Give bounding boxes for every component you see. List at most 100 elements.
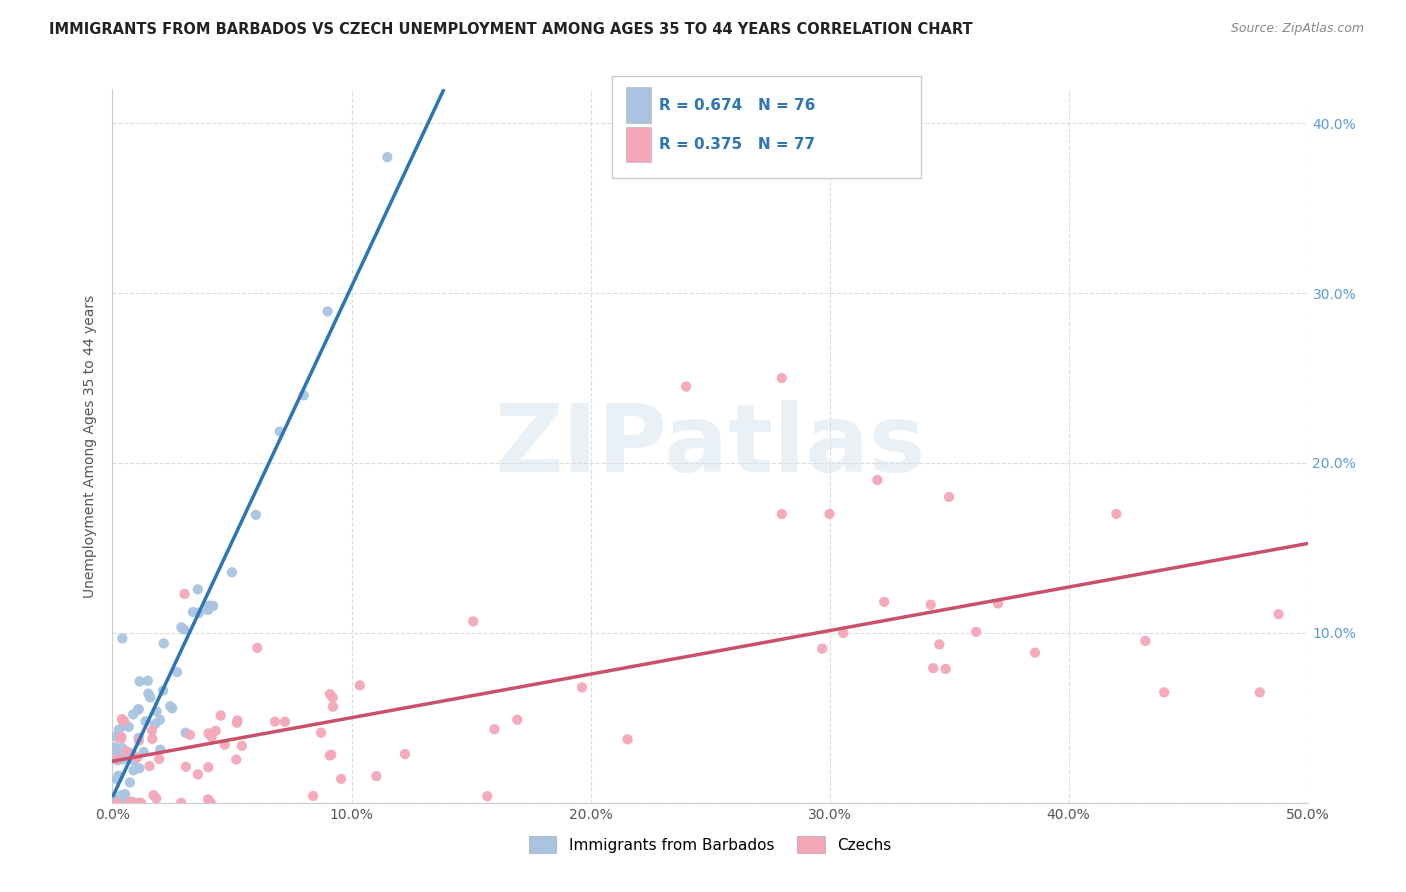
Point (200, 796, 222, 810)
Point (118, 775, 141, 789)
Point (105, 752, 128, 766)
Point (110, 731, 132, 746)
Point (103, 794, 125, 808)
Point (166, 665, 188, 679)
Point (321, 747, 343, 762)
Point (103, 796, 125, 810)
Point (162, 701, 183, 715)
Point (1135, 634, 1157, 648)
Point (866, 473, 889, 487)
Point (103, 792, 125, 806)
Point (105, 753, 128, 767)
Point (197, 760, 219, 774)
Point (292, 388, 315, 402)
Point (935, 662, 957, 676)
Point (1105, 507, 1128, 521)
Point (111, 752, 134, 766)
Point (770, 507, 793, 521)
Point (128, 796, 150, 810)
Legend: Immigrants from Barbados, Czechs: Immigrants from Barbados, Czechs (523, 830, 897, 859)
Text: Source: ZipAtlas.com: Source: ZipAtlas.com (1230, 22, 1364, 36)
Point (209, 708, 232, 723)
Point (132, 745, 155, 759)
Point (616, 732, 638, 747)
Point (197, 792, 219, 806)
Point (128, 674, 150, 689)
Point (138, 686, 160, 700)
Point (115, 744, 138, 758)
Point (920, 598, 942, 612)
Point (187, 767, 209, 781)
Point (226, 714, 249, 728)
Point (484, 723, 506, 737)
Point (214, 738, 236, 752)
Point (118, 747, 141, 761)
Point (246, 640, 269, 655)
Point (108, 796, 131, 810)
Point (506, 713, 529, 727)
Point (170, 796, 193, 810)
Point (922, 661, 945, 675)
Point (987, 596, 1010, 610)
Point (118, 796, 141, 810)
Point (159, 699, 181, 714)
Point (204, 723, 226, 738)
Point (475, 789, 498, 804)
Point (125, 750, 148, 764)
Point (114, 787, 136, 801)
Point (832, 626, 855, 640)
Point (187, 582, 209, 597)
Point (965, 624, 987, 639)
Point (366, 769, 388, 783)
Point (139, 690, 162, 705)
Point (770, 371, 793, 385)
Point (197, 726, 219, 740)
Point (571, 681, 593, 695)
Point (269, 425, 291, 439)
Point (463, 615, 485, 629)
Point (225, 752, 247, 766)
Point (145, 791, 167, 805)
Point (377, 150, 399, 164)
Text: R = 0.674   N = 76: R = 0.674 N = 76 (659, 98, 815, 112)
Point (173, 587, 195, 601)
Point (101, 796, 124, 810)
Point (118, 720, 141, 734)
Point (111, 796, 134, 810)
Point (127, 702, 149, 716)
Point (198, 599, 221, 613)
Point (187, 606, 209, 620)
Point (112, 796, 135, 810)
Point (111, 712, 134, 726)
Point (142, 789, 165, 803)
Point (174, 725, 197, 739)
Point (200, 730, 222, 744)
Point (1249, 685, 1271, 699)
Point (149, 742, 172, 756)
Point (322, 699, 344, 714)
Point (103, 796, 125, 810)
Point (152, 683, 174, 698)
Point (264, 714, 287, 729)
Point (928, 637, 950, 651)
Point (145, 704, 167, 718)
Point (122, 764, 145, 778)
Point (143, 716, 166, 731)
Point (818, 507, 841, 521)
Point (181, 605, 204, 619)
Point (122, 707, 145, 722)
Point (221, 566, 243, 580)
Point (104, 740, 127, 755)
Point (201, 599, 224, 613)
Point (141, 723, 163, 738)
Point (274, 714, 297, 729)
Point (111, 632, 134, 646)
Point (105, 772, 128, 787)
Point (316, 304, 339, 318)
Point (148, 752, 170, 766)
Point (141, 731, 163, 746)
Point (124, 796, 146, 810)
Point (105, 730, 128, 744)
Point (128, 761, 150, 775)
Text: R = 0.375   N = 77: R = 0.375 N = 77 (659, 137, 815, 152)
